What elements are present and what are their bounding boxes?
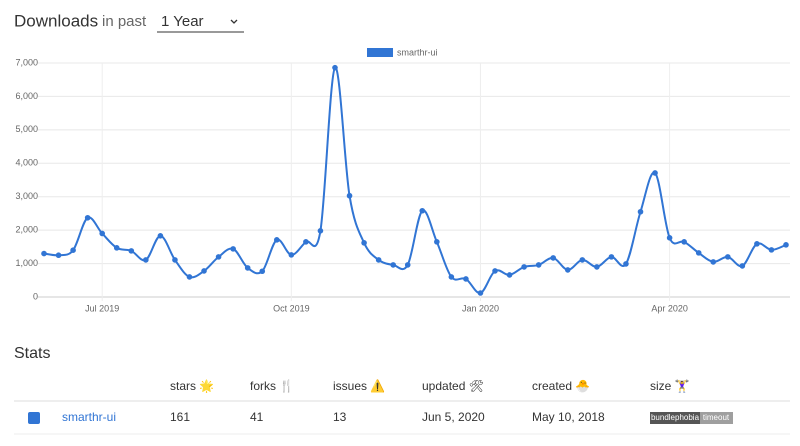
point bbox=[273, 237, 280, 243]
point bbox=[564, 267, 571, 273]
point bbox=[681, 239, 687, 245]
package-link[interactable]: smarthr-ui bbox=[62, 410, 116, 424]
point bbox=[186, 274, 193, 280]
point bbox=[579, 257, 586, 263]
x-tick-label: Jan 2020 bbox=[462, 303, 499, 313]
point bbox=[361, 240, 367, 246]
y-tick-label: 7,000 bbox=[15, 57, 38, 67]
cell: 41 bbox=[250, 410, 264, 424]
point bbox=[492, 268, 498, 274]
badge-left bbox=[650, 412, 700, 424]
point bbox=[419, 207, 426, 214]
column-header: created 🐣 bbox=[532, 379, 590, 393]
point bbox=[317, 228, 324, 234]
y-tick-label: 3,000 bbox=[15, 191, 38, 201]
cell: Jun 5, 2020 bbox=[422, 410, 485, 424]
point bbox=[172, 257, 178, 263]
x-tick-label: Jul 2019 bbox=[85, 303, 119, 313]
y-tick-label: 6,000 bbox=[15, 91, 38, 101]
point bbox=[346, 192, 353, 199]
point bbox=[230, 246, 236, 252]
x-tick-label: Oct 2019 bbox=[273, 303, 310, 313]
point bbox=[113, 245, 120, 251]
cell: 161 bbox=[170, 410, 190, 424]
y-tick-label: 5,000 bbox=[15, 124, 38, 134]
point bbox=[259, 268, 266, 275]
y-tick-label: 1,000 bbox=[15, 258, 38, 268]
point bbox=[768, 247, 775, 253]
column-header: updated 🛠 bbox=[422, 379, 484, 393]
point bbox=[463, 276, 469, 282]
cell: May 10, 2018 bbox=[532, 410, 605, 424]
point bbox=[608, 254, 615, 260]
point bbox=[215, 254, 222, 260]
point bbox=[375, 257, 382, 263]
title: Downloads bbox=[14, 11, 98, 30]
legend-swatch bbox=[367, 48, 393, 57]
period-select[interactable]: 1 Year bbox=[157, 13, 244, 33]
badge-status: timeout bbox=[703, 413, 730, 422]
point bbox=[244, 265, 251, 271]
line bbox=[43, 66, 787, 294]
y-tick-label: 4,000 bbox=[15, 158, 38, 168]
point bbox=[41, 250, 47, 257]
column-header: stars 🌟 bbox=[170, 379, 214, 393]
y-tick-label: 0 bbox=[33, 291, 38, 301]
point bbox=[725, 254, 731, 260]
point bbox=[637, 208, 644, 215]
row-swatch bbox=[28, 412, 40, 424]
column-header: forks 🍴 bbox=[250, 379, 294, 393]
point bbox=[594, 264, 600, 270]
cell: 13 bbox=[333, 410, 347, 424]
point bbox=[157, 233, 164, 239]
point bbox=[550, 255, 557, 261]
point bbox=[477, 290, 484, 296]
point bbox=[332, 64, 338, 71]
point bbox=[739, 263, 746, 269]
point bbox=[201, 268, 207, 274]
point bbox=[128, 248, 135, 254]
column-header: issues ⚠️ bbox=[333, 379, 385, 393]
column-header: size 🏋️‍♀️ bbox=[650, 379, 690, 393]
point bbox=[55, 252, 62, 259]
point bbox=[303, 239, 309, 245]
point bbox=[535, 262, 542, 268]
point bbox=[521, 264, 527, 270]
point bbox=[143, 257, 149, 263]
point bbox=[288, 252, 295, 258]
point bbox=[754, 241, 760, 247]
stats-title: Stats bbox=[14, 345, 50, 362]
point bbox=[404, 262, 411, 268]
point bbox=[99, 230, 105, 237]
period-value[interactable]: 1 Year bbox=[161, 13, 204, 30]
subtitle: in past bbox=[102, 13, 147, 30]
point bbox=[652, 170, 658, 176]
point bbox=[84, 214, 91, 221]
point bbox=[434, 239, 440, 245]
badge-right bbox=[700, 412, 733, 424]
point bbox=[695, 250, 702, 256]
point bbox=[390, 262, 396, 268]
point bbox=[448, 274, 455, 280]
badge-label: bundlephobia bbox=[651, 413, 700, 422]
point bbox=[783, 242, 789, 248]
x-tick-label: Apr 2020 bbox=[651, 303, 688, 313]
point bbox=[710, 259, 717, 265]
y-tick-label: 2,000 bbox=[15, 225, 38, 235]
point bbox=[623, 261, 629, 267]
point bbox=[506, 272, 513, 278]
point bbox=[70, 247, 76, 253]
legend-label: smarthr-ui bbox=[397, 47, 438, 57]
point bbox=[666, 235, 673, 241]
chevron bbox=[230, 19, 238, 24]
